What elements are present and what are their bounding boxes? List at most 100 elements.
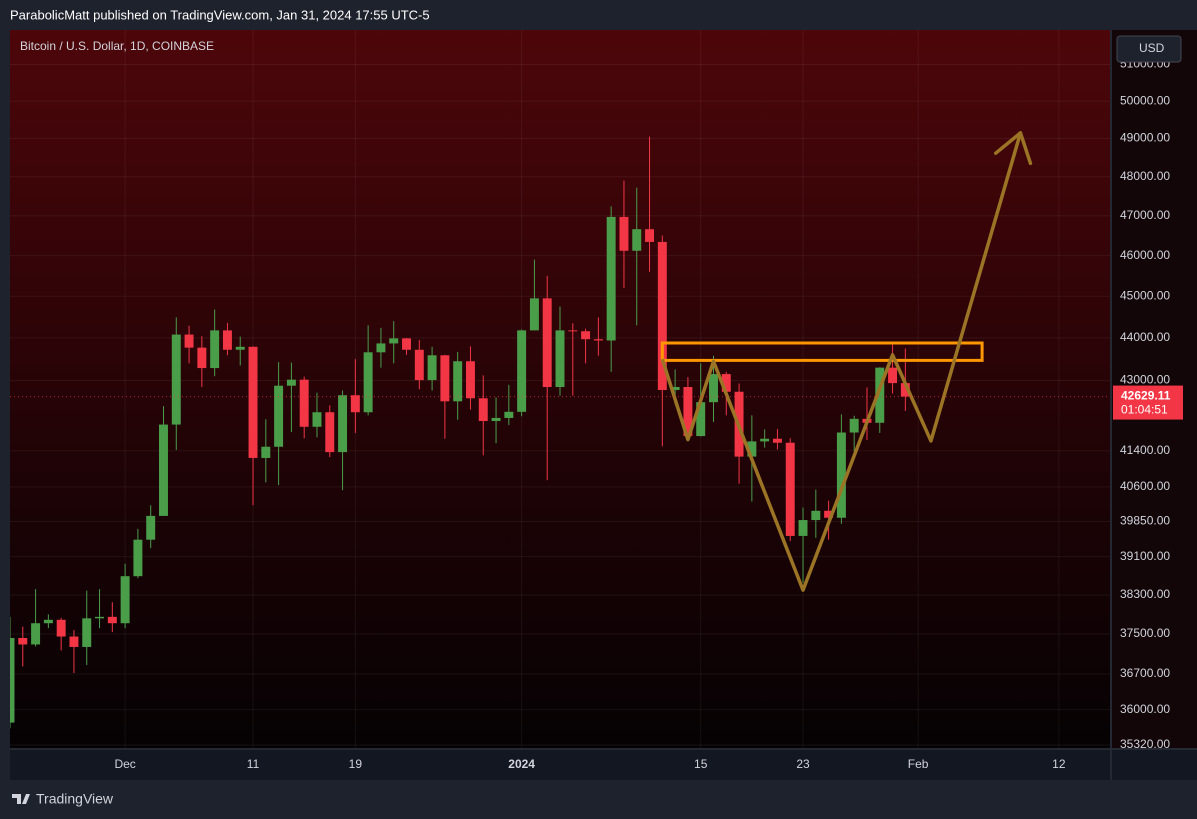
candle-body <box>18 638 28 645</box>
axis-corner <box>1112 750 1197 780</box>
symbol-title: Bitcoin / U.S. Dollar, 1D, COINBASE <box>20 39 214 53</box>
candle-body <box>120 576 130 624</box>
candle-body <box>491 417 501 422</box>
candle-body <box>427 355 437 381</box>
candle-body <box>709 374 718 403</box>
candle-body <box>900 383 910 397</box>
candle-body <box>82 618 92 647</box>
y-tick-label: 47000.00 <box>1120 208 1170 222</box>
candle-body <box>798 520 808 536</box>
x-tick-label: 11 <box>247 757 260 771</box>
candle-body <box>338 395 348 453</box>
currency-label[interactable]: USD <box>1139 41 1165 55</box>
y-tick-label: 49000.00 <box>1120 131 1170 145</box>
candle-body <box>402 338 411 350</box>
candle-body <box>222 330 232 350</box>
time-axis <box>10 750 1110 780</box>
candle-body <box>107 616 117 624</box>
candle-body <box>363 352 373 413</box>
candle-body <box>235 346 245 350</box>
candle-body <box>248 346 258 458</box>
arrow-head <box>993 131 1023 155</box>
currency-button[interactable] <box>1116 35 1182 63</box>
resistance-zone <box>660 341 984 362</box>
drawings <box>660 131 1033 592</box>
axes: 35320.00 36000.00 36700.00 37500.00 38300.00… <box>10 57 1183 771</box>
last-price-box <box>1113 385 1183 420</box>
candle-body <box>836 432 846 518</box>
candle-body <box>274 385 284 447</box>
candle-body <box>670 386 680 391</box>
countdown-label: 01:04:51 <box>1121 403 1168 417</box>
candle-body <box>286 379 296 386</box>
y-tick-label: 36700.00 <box>1120 666 1170 680</box>
y-tick-label: 44000.00 <box>1120 330 1170 344</box>
candle-body <box>747 441 757 457</box>
candles <box>10 136 910 729</box>
candle-body <box>760 438 770 442</box>
grid <box>10 30 1110 748</box>
y-tick-label: 50000.00 <box>1120 93 1170 107</box>
candle-body <box>146 515 156 540</box>
last-price-label: 42629.11 <box>1121 389 1171 403</box>
x-tick-label: 19 <box>349 757 363 771</box>
candle-body <box>389 338 399 344</box>
candle-body <box>581 331 591 340</box>
y-tick-label: 39100.00 <box>1120 549 1170 563</box>
y-tick-label: 35320.00 <box>1120 737 1170 751</box>
candle-body <box>56 619 66 637</box>
y-tick-label: 40600.00 <box>1120 479 1170 493</box>
candle-body <box>657 241 667 391</box>
candle-body <box>721 374 731 392</box>
logo-icon <box>12 794 30 804</box>
y-tick-label: 45000.00 <box>1120 288 1170 302</box>
candle-body <box>542 298 552 387</box>
candle-body <box>325 412 335 453</box>
candle-body <box>811 510 821 521</box>
candle-body <box>197 347 207 369</box>
candle-body <box>632 229 642 251</box>
candle-body <box>824 510 834 518</box>
candle-body <box>261 446 271 458</box>
x-tick-label: Feb <box>908 757 929 771</box>
candle-body <box>95 616 105 619</box>
x-tick-label: 2024 <box>508 757 535 771</box>
candle-body <box>785 442 795 536</box>
candle-body <box>606 216 616 341</box>
candle-body <box>772 438 782 443</box>
candle-body <box>350 395 360 413</box>
candle-body <box>210 330 220 369</box>
candle-body <box>312 412 322 427</box>
candle-body <box>645 229 655 242</box>
arrow-head <box>1018 131 1033 166</box>
candle-body <box>159 424 168 516</box>
candle-body <box>619 216 629 251</box>
candle-body <box>568 330 578 332</box>
candle-body <box>504 411 514 418</box>
candle-body <box>440 355 450 402</box>
candle-body <box>593 339 603 341</box>
x-tick-label: 23 <box>796 757 810 771</box>
candle-body <box>133 539 143 577</box>
candle-body <box>31 623 41 645</box>
candle-body <box>10 638 15 723</box>
brand-logo <box>12 794 30 804</box>
y-tick-label: 36000.00 <box>1120 702 1170 716</box>
y-tick-label: 37500.00 <box>1120 626 1170 640</box>
candle-body <box>849 418 859 433</box>
x-tick-label: 15 <box>694 757 708 771</box>
y-tick-label: 48000.00 <box>1120 169 1170 183</box>
candle-body <box>171 334 181 425</box>
publish-info: ParabolicMatt published on TradingView.c… <box>10 7 430 22</box>
candle-body <box>478 398 488 422</box>
candle-body <box>875 367 885 423</box>
candle-body <box>555 330 565 387</box>
y-tick-label: 43000.00 <box>1120 373 1170 387</box>
x-tick-label: Dec <box>114 757 135 771</box>
candle-body <box>69 636 79 647</box>
candle-body <box>683 386 693 437</box>
y-tick-label: 38300.00 <box>1120 587 1170 601</box>
y-tick-label: 46000.00 <box>1120 248 1170 262</box>
candle-body <box>696 402 706 437</box>
y-tick-label: 41400.00 <box>1120 443 1170 457</box>
